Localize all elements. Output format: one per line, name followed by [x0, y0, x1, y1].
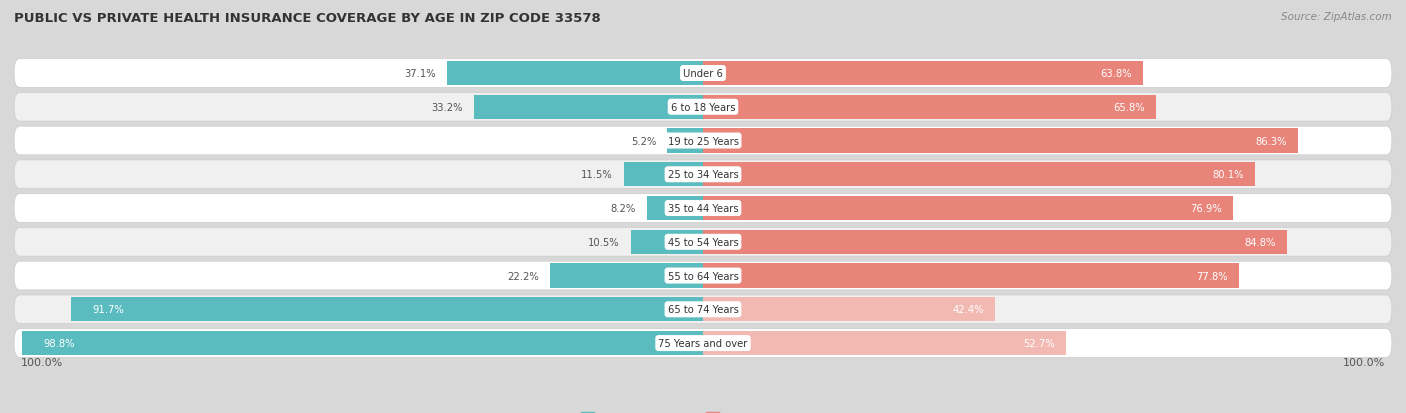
FancyBboxPatch shape — [14, 329, 1392, 358]
Bar — [647, 197, 703, 221]
FancyBboxPatch shape — [14, 59, 1392, 88]
Text: 76.9%: 76.9% — [1189, 204, 1222, 214]
FancyBboxPatch shape — [14, 228, 1392, 256]
Text: 37.1%: 37.1% — [405, 69, 436, 79]
Text: PUBLIC VS PRIVATE HEALTH INSURANCE COVERAGE BY AGE IN ZIP CODE 33578: PUBLIC VS PRIVATE HEALTH INSURANCE COVER… — [14, 12, 600, 25]
FancyBboxPatch shape — [14, 127, 1392, 155]
Text: 33.2%: 33.2% — [432, 102, 463, 112]
Bar — [668, 129, 703, 153]
Bar — [703, 230, 1288, 254]
Bar — [703, 331, 1066, 355]
Text: 10.5%: 10.5% — [588, 237, 620, 247]
FancyBboxPatch shape — [14, 194, 1392, 223]
Legend: Public Insurance, Private Insurance: Public Insurance, Private Insurance — [576, 408, 830, 413]
Text: 6 to 18 Years: 6 to 18 Years — [671, 102, 735, 112]
Text: 80.1%: 80.1% — [1212, 170, 1244, 180]
Bar — [550, 264, 703, 288]
Text: Source: ZipAtlas.com: Source: ZipAtlas.com — [1281, 12, 1392, 22]
Text: 5.2%: 5.2% — [631, 136, 657, 146]
Bar — [703, 163, 1254, 187]
Bar — [703, 297, 995, 322]
Text: 100.0%: 100.0% — [1343, 357, 1385, 367]
Text: 42.4%: 42.4% — [953, 304, 984, 315]
Bar — [474, 95, 703, 120]
Bar — [703, 197, 1233, 221]
Text: 11.5%: 11.5% — [581, 170, 613, 180]
Bar — [703, 129, 1298, 153]
Bar — [703, 62, 1143, 86]
Bar — [22, 331, 703, 355]
Bar — [631, 230, 703, 254]
Text: 65.8%: 65.8% — [1114, 102, 1146, 112]
Text: 65 to 74 Years: 65 to 74 Years — [668, 304, 738, 315]
FancyBboxPatch shape — [14, 295, 1392, 324]
Text: 8.2%: 8.2% — [610, 204, 636, 214]
Bar — [447, 62, 703, 86]
Text: 63.8%: 63.8% — [1099, 69, 1132, 79]
Bar — [703, 95, 1156, 120]
Text: 22.2%: 22.2% — [508, 271, 538, 281]
Text: 52.7%: 52.7% — [1024, 338, 1054, 348]
Bar — [72, 297, 703, 322]
FancyBboxPatch shape — [14, 93, 1392, 122]
Bar — [624, 163, 703, 187]
FancyBboxPatch shape — [14, 261, 1392, 290]
Text: Under 6: Under 6 — [683, 69, 723, 79]
Text: 98.8%: 98.8% — [44, 338, 75, 348]
Text: 100.0%: 100.0% — [21, 357, 63, 367]
Text: 19 to 25 Years: 19 to 25 Years — [668, 136, 738, 146]
Text: 75 Years and over: 75 Years and over — [658, 338, 748, 348]
Text: 91.7%: 91.7% — [91, 304, 124, 315]
Text: 77.8%: 77.8% — [1197, 271, 1227, 281]
FancyBboxPatch shape — [14, 161, 1392, 189]
Text: 55 to 64 Years: 55 to 64 Years — [668, 271, 738, 281]
Text: 25 to 34 Years: 25 to 34 Years — [668, 170, 738, 180]
Text: 86.3%: 86.3% — [1256, 136, 1286, 146]
Text: 45 to 54 Years: 45 to 54 Years — [668, 237, 738, 247]
Bar — [703, 264, 1239, 288]
Text: 35 to 44 Years: 35 to 44 Years — [668, 204, 738, 214]
Text: 84.8%: 84.8% — [1244, 237, 1277, 247]
